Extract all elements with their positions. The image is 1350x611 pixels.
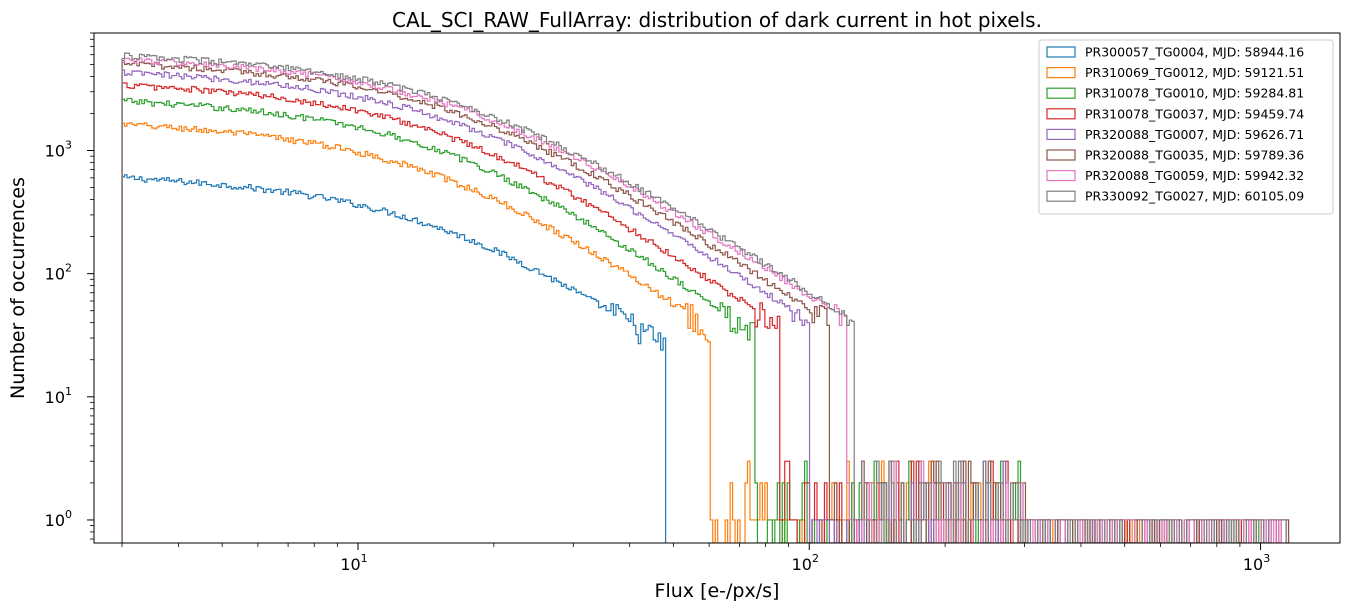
legend: PR300057_TG0004, MJD: 58944.16 PR310069_T… — [1038, 39, 1334, 215]
legend-swatch — [1046, 46, 1076, 58]
y-tick-label: 103 — [45, 139, 72, 161]
legend-swatch — [1046, 149, 1076, 161]
legend-swatch — [1046, 87, 1076, 99]
legend-entry-label: PR320088_TG0059, MJD: 59942.32 — [1085, 168, 1304, 183]
legend-swatch — [1046, 190, 1076, 202]
legend-swatch — [1046, 170, 1076, 182]
legend-entry-label: PR310069_TG0012, MJD: 59121.51 — [1085, 65, 1304, 80]
legend-entry-label: PR300057_TG0004, MJD: 58944.16 — [1085, 45, 1304, 60]
histogram-series-2 — [121, 122, 1192, 543]
y-tick-label: 102 — [45, 262, 72, 284]
legend-entry-label: PR320088_TG0035, MJD: 59789.36 — [1085, 148, 1304, 163]
legend-entry-label: PR310078_TG0037, MJD: 59459.74 — [1085, 106, 1304, 121]
x-tick-label: 103 — [1243, 552, 1270, 574]
y-tick-label: 101 — [45, 385, 72, 407]
chart-title: CAL_SCI_RAW_FullArray: distribution of d… — [392, 8, 1042, 32]
legend-swatch — [1046, 128, 1076, 140]
x-tick-label: 102 — [792, 552, 819, 574]
legend-swatch — [1046, 66, 1076, 79]
legend-frame — [1038, 39, 1334, 215]
legend-entry-label: PR330092_TG0027, MJD: 60105.09 — [1085, 189, 1304, 204]
x-tick-label: 101 — [340, 552, 367, 574]
y-tick-label: 100 — [45, 508, 72, 530]
legend-entry-label: PR320088_TG0007, MJD: 59626.71 — [1085, 127, 1304, 142]
y-axis-label: Number of occurrences — [7, 177, 29, 399]
histogram-series-8 — [121, 52, 1289, 543]
legend-entry-label: PR310078_TG0010, MJD: 59284.81 — [1085, 86, 1304, 101]
histogram-series-1 — [121, 174, 667, 543]
legend-swatch — [1046, 108, 1076, 120]
x-axis-label: Flux [e-/px/s] — [655, 580, 780, 602]
plot-frame — [93, 32, 1341, 544]
histogram-series-layer — [121, 52, 1290, 543]
